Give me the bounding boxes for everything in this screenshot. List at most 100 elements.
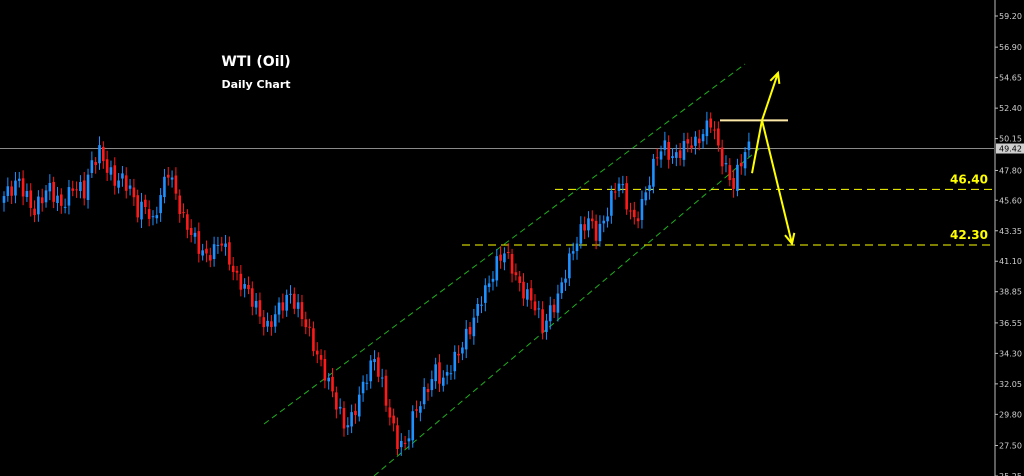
candle-bull [289, 293, 292, 295]
candle-bear [438, 362, 441, 384]
candle-bear [613, 191, 617, 193]
candle-bull [159, 195, 162, 214]
candle-bear [594, 220, 598, 241]
candle-bull [445, 372, 449, 376]
candle-bear [308, 326, 311, 328]
candle-bull [694, 136, 697, 146]
candle-bull [224, 243, 227, 247]
candle-bear [522, 281, 525, 299]
candle-bull [327, 377, 330, 382]
candle-bear [251, 288, 254, 307]
candle-bear [732, 178, 735, 189]
price-tick-label: 38.85 [999, 288, 1022, 297]
candle-bull [617, 183, 621, 191]
price-tick-label: 52.40 [999, 104, 1022, 113]
candle-bear [629, 210, 632, 212]
candle-bear [331, 376, 334, 392]
price-axis: 59.20 56.90 54.65 52.40 50.15 47.80 45.60 43.35… [994, 0, 1024, 476]
candle-bear [21, 178, 25, 197]
candle-bear [312, 328, 315, 352]
candle-bear [315, 350, 319, 355]
candle-bull [640, 199, 644, 220]
candle-bull [644, 192, 648, 201]
arrow-up-shaft [761, 72, 779, 121]
candle-bull [399, 440, 403, 448]
price-tick-label: 41.10 [999, 257, 1022, 266]
candle-bear [208, 255, 212, 261]
price-tick-label: 29.80 [999, 410, 1022, 419]
candle-bear [94, 161, 97, 166]
candle-bull [361, 381, 365, 394]
candle-bull [571, 251, 575, 254]
candle-bear [518, 276, 521, 283]
candle-bull [434, 364, 437, 382]
candle-bear [205, 248, 208, 254]
price-tick-label: 27.50 [999, 442, 1022, 451]
level-label-42-30: 42.30 [950, 228, 988, 242]
candle-bear [300, 302, 304, 320]
candle-bull [140, 201, 143, 220]
candle-bull [461, 347, 464, 354]
candle-bear [293, 293, 296, 309]
candle-bear [258, 300, 262, 317]
candle-bear [388, 407, 392, 418]
candle-bear [384, 375, 388, 406]
candle-bull [25, 191, 29, 197]
candle-bear [235, 270, 239, 273]
candle-bull [155, 215, 159, 219]
candle-bear [10, 186, 13, 196]
price-tick-label: 59.20 [999, 12, 1022, 21]
candle-bear [60, 194, 63, 206]
candles [2, 111, 751, 456]
candle-bear [552, 304, 556, 313]
candle-bull [86, 174, 90, 201]
candle-bull [606, 216, 609, 222]
candle-bear [113, 165, 117, 186]
candle-bull [14, 180, 17, 196]
candle-bear [426, 388, 430, 393]
candle-bear [102, 146, 105, 162]
candle-bull [357, 394, 361, 417]
candle-bull [701, 134, 705, 142]
candle-bull [472, 317, 476, 337]
candle-bear [228, 242, 231, 265]
candle-bull [587, 218, 590, 231]
candle-bear [354, 410, 357, 416]
candle-bull [484, 285, 487, 303]
candle-bear [319, 355, 323, 360]
candle-bull [480, 304, 483, 306]
candle-bear [583, 224, 586, 231]
candle-bull [610, 190, 613, 216]
candle-bear [342, 407, 346, 429]
candle-bull [526, 289, 529, 300]
price-tick-label: 34.30 [999, 349, 1022, 358]
arrow-down-shaft [761, 120, 793, 244]
candle-bull [79, 182, 82, 191]
price-tick-label: 32.05 [999, 380, 1022, 389]
candle-bull [464, 328, 468, 350]
candle-bull [675, 152, 678, 158]
candle-bear [713, 129, 716, 131]
projection-arrows [751, 70, 796, 246]
candle-bear [415, 409, 418, 411]
candle-bull [109, 167, 113, 175]
candle-bear [717, 128, 720, 146]
candle-bear [182, 212, 185, 214]
candle-bull [254, 300, 258, 308]
candle-bull [560, 282, 564, 294]
candle-bull [491, 278, 495, 282]
candle-bear [186, 214, 189, 230]
candle-bull [648, 185, 651, 191]
candle-bear [136, 195, 139, 218]
candle-bull [407, 438, 411, 442]
candle-bull [503, 253, 506, 263]
candle-bull [487, 283, 491, 287]
candle-bull [128, 185, 132, 189]
candle-bull [296, 302, 300, 309]
candle-bull [495, 256, 499, 281]
candle-bear [690, 145, 693, 148]
candle-bear [529, 288, 533, 301]
candle-bear [377, 357, 380, 377]
candle-bull [121, 173, 124, 179]
candle-bear [281, 302, 285, 311]
